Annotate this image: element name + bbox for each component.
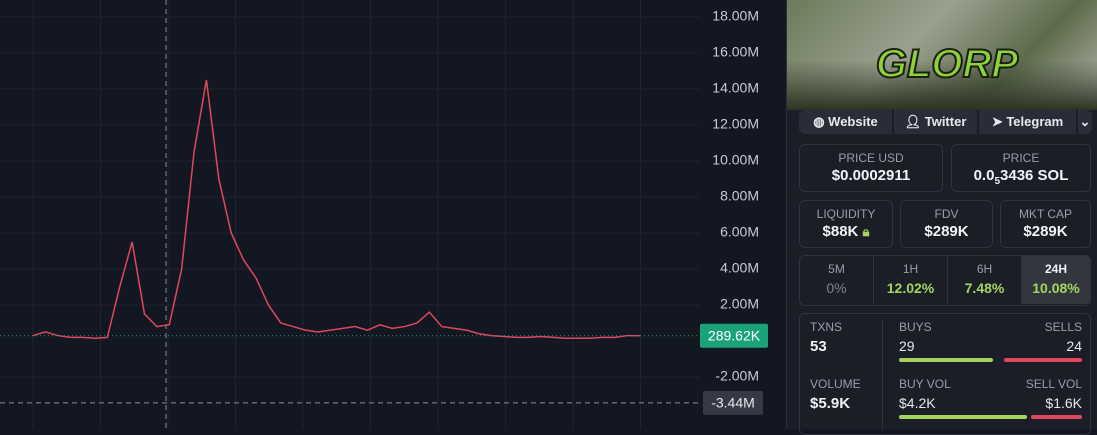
- label: LIQUIDITY: [816, 207, 876, 221]
- price-line: [32, 79, 641, 340]
- value: 7.48%: [964, 280, 1005, 296]
- value: $289K: [1023, 223, 1068, 240]
- website-link[interactable]: ◍ Website: [799, 110, 892, 134]
- link-label: Telegram: [1006, 114, 1064, 129]
- y-tick-label: 16.00M: [712, 44, 759, 60]
- market-cap: MKT CAP $289K: [1000, 200, 1091, 248]
- liquidity: LIQUIDITY $88K 🔒︎: [799, 200, 893, 248]
- more-links[interactable]: ⌄: [1078, 110, 1092, 134]
- txns-value: 53: [810, 338, 827, 355]
- banner: GLORP: [787, 0, 1097, 110]
- price-usd: PRICE USD $0.0002911: [799, 144, 943, 192]
- sells-bar: [1004, 358, 1082, 362]
- y-tick-label: 14.00M: [712, 80, 759, 96]
- value: $88K 🔒︎: [800, 223, 892, 240]
- y-tick-label: 4.00M: [720, 260, 759, 276]
- y-tick-label: 6.00M: [720, 224, 759, 240]
- banner-shade: [787, 60, 1097, 110]
- fdv: FDV $289K: [900, 200, 993, 248]
- value: $289K: [924, 223, 969, 240]
- buys-value: 29: [899, 338, 915, 354]
- label: 24H: [1044, 262, 1067, 276]
- change-tabs: 5M 0% 1H 12.02% 6H 7.48% 24H 10.08%: [799, 255, 1091, 306]
- link-label: Website: [828, 114, 878, 129]
- price-chart: 18.00M 16.00M 14.00M 12.00M 10.00M 8.00M 6.00M…: [0, 0, 768, 429]
- tab-1h[interactable]: 1H 12.02%: [874, 256, 948, 304]
- volume-value: $5.9K: [810, 395, 851, 412]
- sells-label: SELLS: [1044, 320, 1082, 334]
- label: 6H: [976, 262, 993, 276]
- buy-vol-label: BUY VOL: [899, 377, 951, 391]
- txns-label: TXNS: [810, 320, 843, 334]
- buys-label: BUYS: [899, 320, 932, 334]
- sell-vol-label: SELL VOL: [1025, 377, 1082, 391]
- zeros: 5: [994, 176, 1001, 187]
- crosshair-label: -3.44M: [711, 395, 755, 411]
- value: 10.08%: [1032, 280, 1080, 296]
- sells-value: 24: [1066, 338, 1082, 354]
- label: PRICE USD: [838, 151, 904, 165]
- value: $0.0002911: [831, 167, 911, 184]
- tab-6h[interactable]: 6H 7.48%: [948, 256, 1022, 304]
- y-tick-label: 18.00M: [712, 8, 759, 24]
- telegram-link[interactable]: ➤ Telegram: [979, 110, 1076, 134]
- y-tick-label: -2.00M: [715, 368, 759, 384]
- divider: [882, 320, 883, 430]
- prefix: 0.0: [973, 167, 995, 184]
- label: 5M: [828, 262, 845, 276]
- value: 12.02%: [886, 280, 935, 296]
- banner-logo: GLORP: [875, 41, 1019, 87]
- label: FDV: [934, 207, 959, 221]
- tab-24h[interactable]: 24H 10.08%: [1022, 256, 1090, 304]
- buys-bar: [899, 358, 994, 362]
- amount: $88K: [822, 223, 859, 240]
- y-tick-label: 12.00M: [712, 116, 759, 132]
- crosshair-box: [703, 390, 763, 415]
- y-tick-label: 10.00M: [712, 152, 759, 168]
- label: PRICE: [1002, 151, 1040, 165]
- sell-vol-bar: [1031, 415, 1082, 419]
- buy-vol-value: $4.2K: [899, 395, 936, 411]
- value: 0.053436 SOL: [952, 167, 1090, 187]
- lock-icon: 🔒︎: [862, 224, 870, 239]
- label: MKT CAP: [1018, 207, 1073, 221]
- twitter-link[interactable]: 👤︎ Twitter: [894, 110, 977, 134]
- link-label: Twitter: [924, 114, 967, 129]
- last-price-label: 289.62K: [708, 327, 761, 343]
- tab-5m[interactable]: 5M 0%: [800, 256, 874, 304]
- token-panel: GLORP ◍ Website 👤︎ Twitter ➤ Telegram ⌄ …: [786, 0, 1097, 435]
- buy-vol-bar: [899, 415, 1027, 419]
- sell-vol-value: $1.6K: [1045, 395, 1082, 411]
- volume-label: VOLUME: [810, 377, 861, 391]
- digits: 3436 SOL: [1000, 167, 1069, 184]
- value: 0%: [826, 280, 847, 296]
- label: 1H: [902, 262, 919, 276]
- y-tick-label: 2.00M: [720, 296, 759, 312]
- y-tick-label: 8.00M: [720, 188, 759, 204]
- last-price-box: [700, 323, 768, 348]
- trade-stats: TXNS 53 BUYS SELLS 29 24 VOLUME $5.9K BU…: [799, 313, 1091, 435]
- price-sol: PRICE 0.053436 SOL: [951, 144, 1091, 192]
